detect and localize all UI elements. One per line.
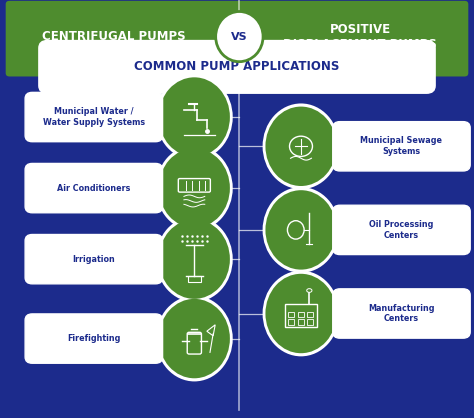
Text: Manufacturing
Centers: Manufacturing Centers bbox=[368, 303, 435, 324]
Text: POSITIVE
DISPLACEMENT PUMPS: POSITIVE DISPLACEMENT PUMPS bbox=[283, 23, 437, 51]
Ellipse shape bbox=[156, 296, 233, 381]
Text: Irrigation: Irrigation bbox=[73, 255, 115, 264]
Ellipse shape bbox=[263, 103, 339, 189]
FancyBboxPatch shape bbox=[25, 92, 163, 142]
Ellipse shape bbox=[159, 148, 230, 228]
FancyBboxPatch shape bbox=[6, 1, 468, 76]
FancyBboxPatch shape bbox=[333, 289, 470, 338]
FancyBboxPatch shape bbox=[39, 41, 435, 93]
FancyBboxPatch shape bbox=[333, 122, 470, 171]
Ellipse shape bbox=[263, 187, 339, 273]
Text: Oil Processing
Centers: Oil Processing Centers bbox=[369, 220, 434, 240]
Ellipse shape bbox=[159, 77, 230, 157]
Ellipse shape bbox=[156, 145, 233, 231]
Text: CENTRIFUGAL PUMPS: CENTRIFUGAL PUMPS bbox=[42, 30, 186, 43]
Ellipse shape bbox=[265, 190, 337, 270]
FancyBboxPatch shape bbox=[25, 234, 163, 284]
Text: Municipal Sewage
Systems: Municipal Sewage Systems bbox=[361, 136, 442, 156]
Ellipse shape bbox=[156, 74, 233, 160]
Ellipse shape bbox=[265, 107, 337, 186]
Ellipse shape bbox=[159, 299, 230, 378]
Text: COMMON PUMP APPLICATIONS: COMMON PUMP APPLICATIONS bbox=[134, 60, 340, 74]
Ellipse shape bbox=[156, 217, 233, 302]
Text: Air Conditioners: Air Conditioners bbox=[57, 184, 130, 193]
Ellipse shape bbox=[159, 219, 230, 299]
Text: Firefighting: Firefighting bbox=[67, 334, 120, 343]
Text: Municipal Water /
Water Supply Systems: Municipal Water / Water Supply Systems bbox=[43, 107, 145, 127]
FancyBboxPatch shape bbox=[25, 314, 163, 363]
FancyBboxPatch shape bbox=[333, 205, 470, 255]
Ellipse shape bbox=[263, 271, 339, 356]
Text: VS: VS bbox=[231, 32, 248, 41]
FancyBboxPatch shape bbox=[25, 163, 163, 213]
Ellipse shape bbox=[265, 274, 337, 353]
Ellipse shape bbox=[216, 12, 263, 61]
